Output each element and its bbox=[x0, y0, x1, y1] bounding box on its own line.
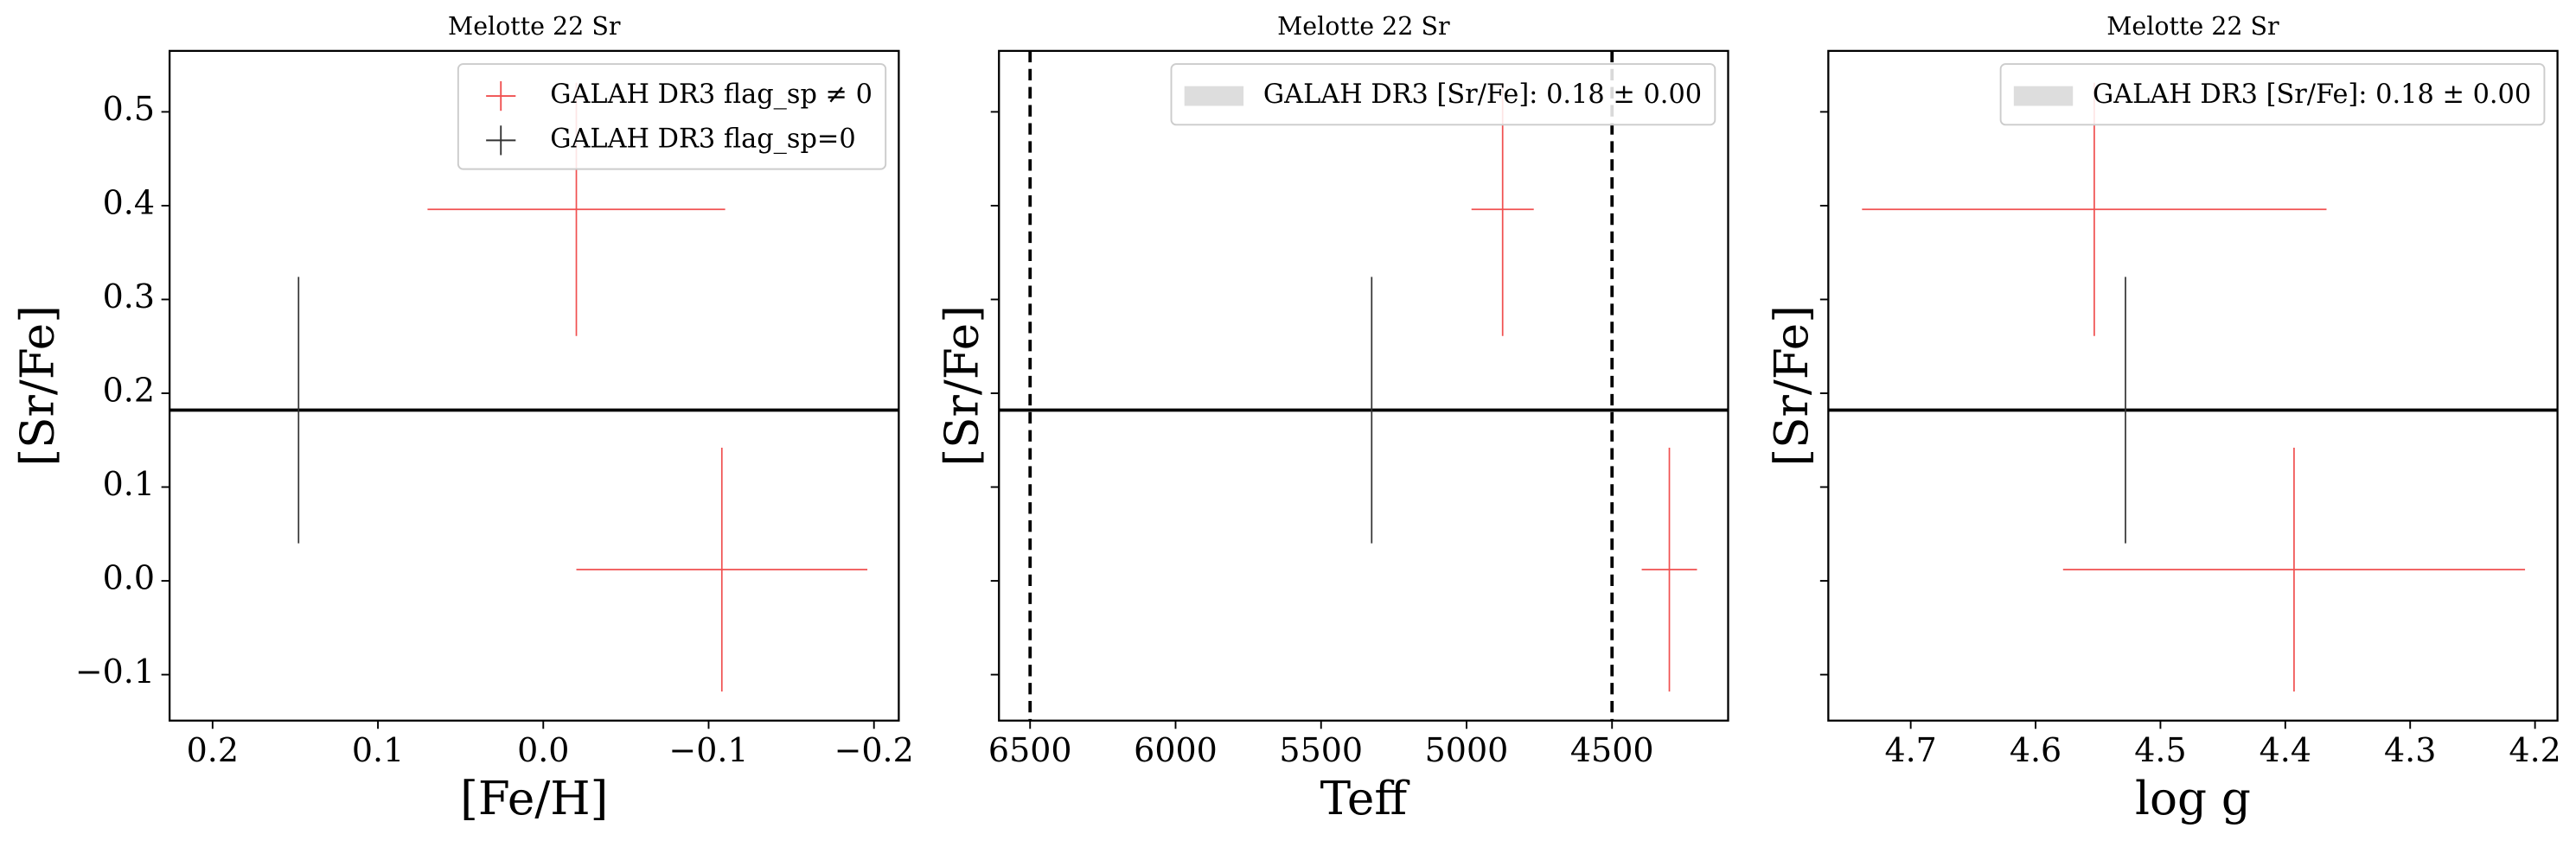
y-tick-label: 0.3 bbox=[103, 277, 155, 315]
legend: GALAH DR3 flag_sp ≠ 0 GALAH DR3 flag_sp=0 bbox=[457, 63, 887, 170]
legend-label: GALAH DR3 [Sr/Fe]: 0.18 ± 0.00 bbox=[1263, 80, 1702, 110]
x-tick-label: −0.1 bbox=[668, 731, 748, 769]
legend-label: GALAH DR3 flag_sp=0 bbox=[550, 124, 855, 154]
x-tick-label: 0.1 bbox=[352, 731, 404, 769]
panel-title: Melotte 22 Sr bbox=[1277, 12, 1450, 41]
y-axis-label: [Sr/Fe] bbox=[10, 305, 64, 467]
panel: Melotte 22 Sr 0.2 0.1 0.0 −0.1 −0.2 −0.1 0.0 0.1… bbox=[10, 12, 913, 825]
y-tick-label: 0.5 bbox=[103, 90, 155, 128]
y-tick-label: −0.1 bbox=[75, 653, 155, 691]
legend-patch bbox=[2013, 86, 2074, 106]
x-tick-label: −0.2 bbox=[834, 731, 914, 769]
axes-frame bbox=[168, 49, 900, 722]
panel-title: Melotte 22 Sr bbox=[2106, 12, 2279, 41]
x-tick-label: 4.2 bbox=[2509, 731, 2560, 769]
legend-label: GALAH DR3 [Sr/Fe]: 0.18 ± 0.00 bbox=[2093, 80, 2531, 110]
x-tick-label: 4.6 bbox=[2010, 731, 2061, 769]
panel: Melotte 22 Sr 4.7 4.6 4.5 4.4 4.3 4.2 log g [Sr/… bbox=[1765, 12, 2561, 825]
x-tick-label: 6500 bbox=[988, 731, 1072, 769]
x-axis-label: log g bbox=[2135, 772, 2251, 825]
x-tick-label: 4500 bbox=[1570, 731, 1654, 769]
x-tick-label: 6000 bbox=[1134, 731, 1218, 769]
y-tick-label: 0.2 bbox=[103, 371, 155, 409]
x-tick-label: 4.7 bbox=[1884, 731, 1936, 769]
x-tick-label: 4.3 bbox=[2384, 731, 2436, 769]
x-tick-label: 0.0 bbox=[517, 731, 569, 769]
legend-box bbox=[1170, 63, 1716, 126]
legend: GALAH DR3 [Sr/Fe]: 0.18 ± 0.00 bbox=[1170, 63, 1716, 126]
x-axis-label: Teff bbox=[1320, 772, 1410, 825]
legend-label: GALAH DR3 flag_sp ≠ 0 bbox=[550, 80, 873, 110]
legend-box bbox=[1999, 63, 2546, 126]
legend-box bbox=[457, 63, 887, 170]
legend-patch bbox=[1184, 86, 1244, 106]
x-tick-label: 5000 bbox=[1425, 731, 1509, 769]
x-tick-label: 4.4 bbox=[2260, 731, 2311, 769]
x-tick-label: 4.5 bbox=[2134, 731, 2186, 769]
x-axis-label: [Fe/H] bbox=[460, 772, 608, 825]
legend: GALAH DR3 [Sr/Fe]: 0.18 ± 0.00 bbox=[1999, 63, 2546, 126]
y-tick-label: 0.0 bbox=[103, 559, 155, 597]
axes-frame bbox=[1827, 49, 2559, 722]
axes-frame bbox=[998, 49, 1729, 722]
y-axis-label: [Sr/Fe] bbox=[936, 305, 989, 467]
y-tick-label: 0.4 bbox=[103, 183, 155, 221]
panel-title: Melotte 22 Sr bbox=[448, 12, 621, 41]
panel: Melotte 22 Sr 6500 6000 5500 5000 4500 Teff [Sr… bbox=[936, 12, 1729, 825]
y-axis-label: [Sr/Fe] bbox=[1765, 305, 1819, 467]
x-tick-label: 0.2 bbox=[187, 731, 239, 769]
y-tick-label: 0.1 bbox=[103, 465, 155, 503]
x-tick-label: 5500 bbox=[1279, 731, 1363, 769]
